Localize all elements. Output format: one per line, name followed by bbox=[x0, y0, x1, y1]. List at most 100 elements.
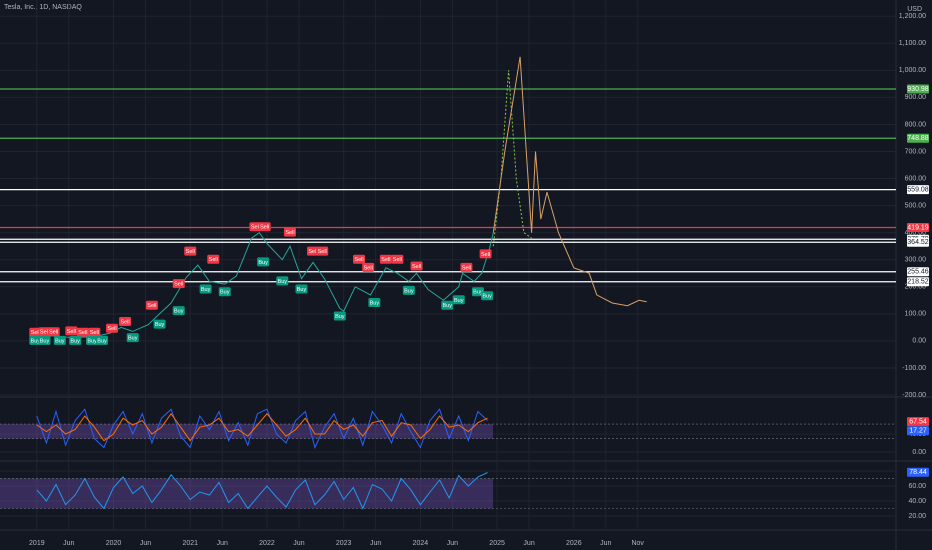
signal-label: Sell bbox=[67, 329, 76, 335]
signal-badge bbox=[106, 323, 118, 333]
level-tag bbox=[907, 222, 929, 232]
signal-badge bbox=[69, 335, 82, 345]
signal-label: Buy bbox=[482, 294, 492, 300]
signal-badge bbox=[207, 254, 220, 264]
signal-label: Buy bbox=[454, 298, 464, 304]
signal-label: Buy bbox=[97, 338, 107, 344]
signal-label: Sell bbox=[120, 319, 129, 325]
signal-badge bbox=[145, 300, 158, 310]
signal-label: Buy bbox=[31, 338, 41, 344]
signal-label: Buy bbox=[442, 303, 452, 309]
signal-badge bbox=[306, 246, 319, 256]
band bbox=[0, 478, 493, 509]
x-tick-label: Jun bbox=[63, 540, 74, 547]
signal-badge bbox=[283, 227, 296, 237]
signal-label: Sell bbox=[31, 330, 40, 336]
y-tick-label: -100.00 bbox=[902, 365, 926, 372]
signal-badge bbox=[391, 254, 404, 264]
signal-label: Sell bbox=[364, 265, 373, 271]
signal-badge bbox=[452, 295, 465, 305]
signal-badge bbox=[96, 335, 109, 345]
y-tick-label: 0.00 bbox=[912, 338, 926, 345]
signal-badge bbox=[368, 298, 381, 308]
y-tick-label: 1,200.00 bbox=[899, 13, 926, 20]
signal-badge bbox=[410, 261, 423, 271]
signal-label: Buy bbox=[40, 338, 50, 344]
signal-label: Buy bbox=[128, 336, 138, 342]
level-label: 559.08 bbox=[907, 186, 929, 193]
x-tick-label: 2020 bbox=[106, 540, 122, 547]
signal-badge bbox=[38, 335, 51, 345]
level-label: 930.98 bbox=[907, 86, 929, 93]
signal-label: Buy bbox=[473, 290, 483, 296]
signal-badge bbox=[479, 249, 492, 259]
signal-label: Sell bbox=[49, 330, 58, 336]
level-tag bbox=[907, 277, 929, 287]
signal-label: Buy bbox=[220, 290, 230, 296]
signal-badge bbox=[38, 327, 51, 337]
y-tick-label: 60.00 bbox=[908, 483, 926, 490]
signal-label: Buy bbox=[404, 288, 414, 294]
x-tick-label: 2019 bbox=[29, 540, 45, 547]
y-tick-label: 500.00 bbox=[905, 202, 927, 209]
level-label: 419.19 bbox=[907, 224, 929, 231]
signal-label: Sell bbox=[90, 330, 99, 336]
signal-label: Buy bbox=[174, 309, 184, 315]
signal-label: Sell bbox=[481, 252, 490, 258]
signal-label: Sell bbox=[308, 249, 317, 255]
signal-badge bbox=[333, 311, 346, 321]
signal-badge bbox=[153, 319, 166, 329]
y-tick-label: -200.00 bbox=[902, 392, 926, 399]
signal-badge bbox=[199, 284, 212, 294]
series-line bbox=[492, 56, 647, 307]
value-tag bbox=[907, 426, 929, 436]
signal-label: Sell bbox=[462, 265, 471, 271]
x-tick-label: 2026 bbox=[566, 540, 582, 547]
signal-label: Sell bbox=[285, 230, 294, 236]
currency: USD bbox=[907, 6, 922, 13]
x-tick-label: Jun bbox=[140, 540, 151, 547]
x-tick-label: 2022 bbox=[259, 540, 275, 547]
value-tag-label: 67.54 bbox=[909, 418, 927, 425]
y-tick-label: 300.00 bbox=[905, 257, 927, 264]
series-line bbox=[36, 412, 488, 442]
signal-label: Sell bbox=[393, 257, 402, 263]
x-tick-label: 2025 bbox=[489, 540, 505, 547]
level-label: 218.52 bbox=[907, 279, 929, 286]
y-tick-label: 400.00 bbox=[905, 230, 927, 237]
signal-badge bbox=[258, 222, 271, 232]
x-tick-label: 2023 bbox=[336, 540, 352, 547]
y-tick-label: 20.00 bbox=[908, 513, 926, 520]
signal-label: Sell bbox=[174, 282, 183, 288]
signal-badge bbox=[76, 327, 89, 337]
signal-badge bbox=[295, 284, 308, 294]
x-tick-label: Jun bbox=[370, 540, 381, 547]
signal-badge bbox=[402, 285, 415, 295]
symbol-title: Tesla, Inc., 1D, NASDAQ bbox=[4, 4, 82, 11]
signal-badge bbox=[257, 257, 270, 267]
signal-badge bbox=[172, 306, 185, 316]
signal-badge bbox=[353, 254, 366, 264]
x-tick-label: Jun bbox=[217, 540, 228, 547]
x-tick-label: 2024 bbox=[413, 540, 429, 547]
signal-badge bbox=[29, 335, 42, 345]
signal-badge bbox=[471, 287, 484, 297]
signal-badge bbox=[276, 276, 289, 286]
value-tag bbox=[907, 467, 929, 477]
series-line bbox=[36, 408, 488, 449]
signal-badge bbox=[362, 262, 375, 272]
x-tick-label: Jun bbox=[447, 540, 458, 547]
signal-label: Sell bbox=[412, 264, 421, 270]
level-tag bbox=[907, 133, 929, 143]
series-line bbox=[36, 472, 488, 510]
signal-label: Sell bbox=[260, 225, 269, 231]
signal-badge bbox=[53, 335, 66, 345]
signal-label: Buy bbox=[201, 287, 211, 293]
value-tag-label: 78.44 bbox=[909, 469, 927, 476]
signal-badge bbox=[481, 291, 494, 301]
level-tag bbox=[907, 185, 929, 195]
level-tag bbox=[907, 237, 929, 247]
signal-label: Sell bbox=[251, 225, 260, 231]
